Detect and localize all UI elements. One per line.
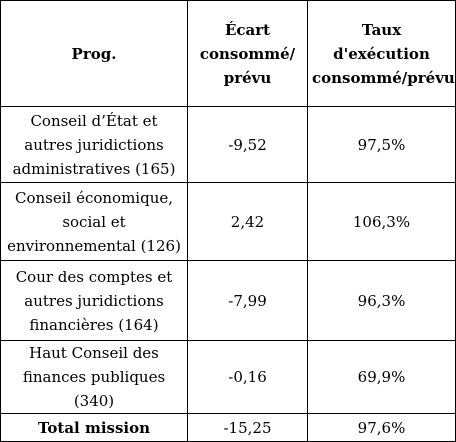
total-ecart: -15,25 [187,413,308,442]
prog-cell: Conseil d’État et autres juridictions ad… [0,106,188,183]
taux-cell: 106,3% [307,182,456,261]
ecart-cell: 2,42 [187,182,308,261]
ecart-cell: -7,99 [187,260,308,341]
taux-cell: 97,5% [307,106,456,183]
ecart-cell: -9,52 [187,106,308,183]
table-row: Cour des comptes et autres juridictions … [0,260,456,341]
header-taux: Taux d'exécution consommé/prévu [307,0,456,107]
taux-cell: 69,9% [307,340,456,414]
ecart-cell: -0,16 [187,340,308,414]
prog-cell: Conseil économique, social et environnem… [0,182,188,261]
prog-cell: Cour des comptes et autres juridictions … [0,260,188,341]
table-header-row: Prog. Écart consommé/ prévu Taux d'exécu… [0,0,456,107]
table-row: Conseil d’État et autres juridictions ad… [0,106,456,183]
prog-cell: Haut Conseil des finances publiques (340… [0,340,188,414]
total-label: Total mission [0,413,188,442]
table-row: Conseil économique, social et environnem… [0,182,456,261]
table-row: Haut Conseil des finances publiques (340… [0,340,456,414]
total-row: Total mission -15,25 97,6% [0,413,456,442]
header-ecart: Écart consommé/ prévu [187,0,308,107]
total-taux: 97,6% [307,413,456,442]
header-prog: Prog. [0,0,188,107]
taux-cell: 96,3% [307,260,456,341]
